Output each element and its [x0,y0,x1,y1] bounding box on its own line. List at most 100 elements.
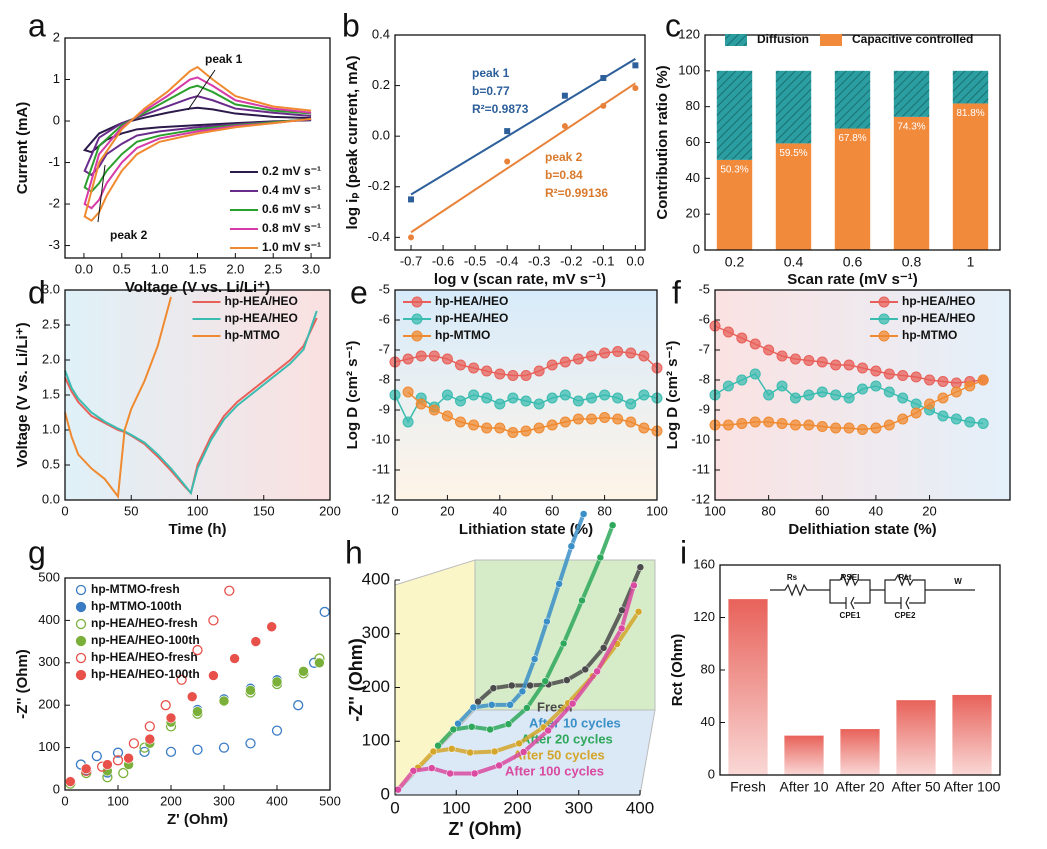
y-tick-label: 40 [701,714,715,729]
marker [937,392,949,404]
value-label: 74.3% [897,122,925,133]
x-tick-label: 2.5 [264,261,282,276]
marker [617,624,626,633]
marker [910,407,922,419]
marker [722,380,734,392]
y-tick-label: 0.5 [42,456,60,471]
legend-label: 1.0 mV s⁻¹ [262,240,321,254]
x-tick-label: 100 [646,503,668,518]
y-tick-label: 200 [362,677,390,696]
annotation: R²=0.99136 [545,186,608,200]
legend-swatch [878,296,890,308]
marker [977,418,989,429]
marker [596,553,605,562]
series-line [64,296,172,500]
x-tick-label: 0.0 [626,253,644,268]
marker [515,739,523,748]
y-tick-label: 60 [686,134,700,149]
series-line [82,106,312,154]
marker [468,389,480,401]
x-axis-label: Scan rate (mV s⁻¹) [787,271,917,288]
legend-swatch [725,34,747,46]
marker [504,158,511,165]
marker [599,644,608,652]
x-tick-label: 0.6 [843,254,863,270]
x-tick-label: 1.5 [188,261,206,276]
marker [530,655,539,663]
bar [784,735,824,775]
x-tick-label: 100 [107,793,129,808]
legend-swatch [411,330,423,342]
plot-frame [719,564,1001,776]
y-tick-label: 0 [53,781,60,796]
x-tick-label: 60 [545,503,559,518]
marker [857,424,868,435]
marker [428,764,436,772]
annotation: Rs [787,573,798,582]
x-tick-label: -0.2 [560,253,582,268]
legend-label: hp-MTMO-fresh [91,582,180,596]
legend-label: hp-HEA/HEO [902,294,975,308]
marker [910,371,922,383]
marker [572,395,584,407]
marker [870,422,882,434]
x-tick-label: -0.3 [528,253,550,268]
marker [520,425,532,437]
marker [408,196,415,203]
marker [612,392,624,404]
marker [224,585,235,596]
marker [578,596,586,605]
marker [192,644,203,656]
x-tick-label: -0.1 [592,253,614,268]
marker [749,368,761,380]
x-tick-label: 0 [390,798,399,817]
marker [508,681,516,690]
marker [600,75,607,81]
marker [586,413,597,425]
marker [192,744,203,755]
marker [600,102,607,109]
marker [523,704,531,712]
panel-letter: c [665,7,681,43]
marker [102,759,113,770]
marker [408,234,415,241]
x-tick-label: 1.0 [151,261,169,276]
y-tick-label: 500 [38,569,60,584]
marker [561,92,568,99]
x-tick-label: 50 [124,503,138,518]
x-tick-label: 300 [213,793,235,808]
marker [65,776,76,787]
marker [250,636,262,647]
annotation: Rct [899,573,912,582]
annotation: b=0.77 [472,84,510,98]
marker [572,353,584,365]
y-tick-label: 100 [678,62,700,77]
marker [208,670,219,681]
marker [870,380,882,392]
marker [208,615,219,626]
marker [630,581,638,590]
y-tick-label: 40 [686,170,700,185]
legend-label: np-HEA/HEO [225,311,298,325]
marker [803,355,815,366]
fit-line [410,58,636,196]
y-axis-label: Voltage (V vs. Li/Li⁺) [14,322,31,467]
legend-swatch [75,618,87,630]
x-axis-label: Voltage (V vs. Li/Li⁺) [125,279,270,296]
plot-frame [64,37,331,259]
marker [402,416,414,428]
x-tick-label: 0.2 [725,254,745,270]
marker [924,398,936,410]
marker [469,703,478,712]
marker [520,395,532,407]
marker [568,699,577,708]
marker [763,389,775,401]
marker [186,691,198,703]
x-tick-label: -0.6 [432,253,454,268]
marker [722,326,734,338]
marker [494,368,506,380]
y-axis-label: Log D (cm² s⁻¹) [664,341,681,450]
marker [638,389,650,401]
legend-label: 0.6 mV s⁻¹ [262,202,321,216]
marker [507,370,519,381]
